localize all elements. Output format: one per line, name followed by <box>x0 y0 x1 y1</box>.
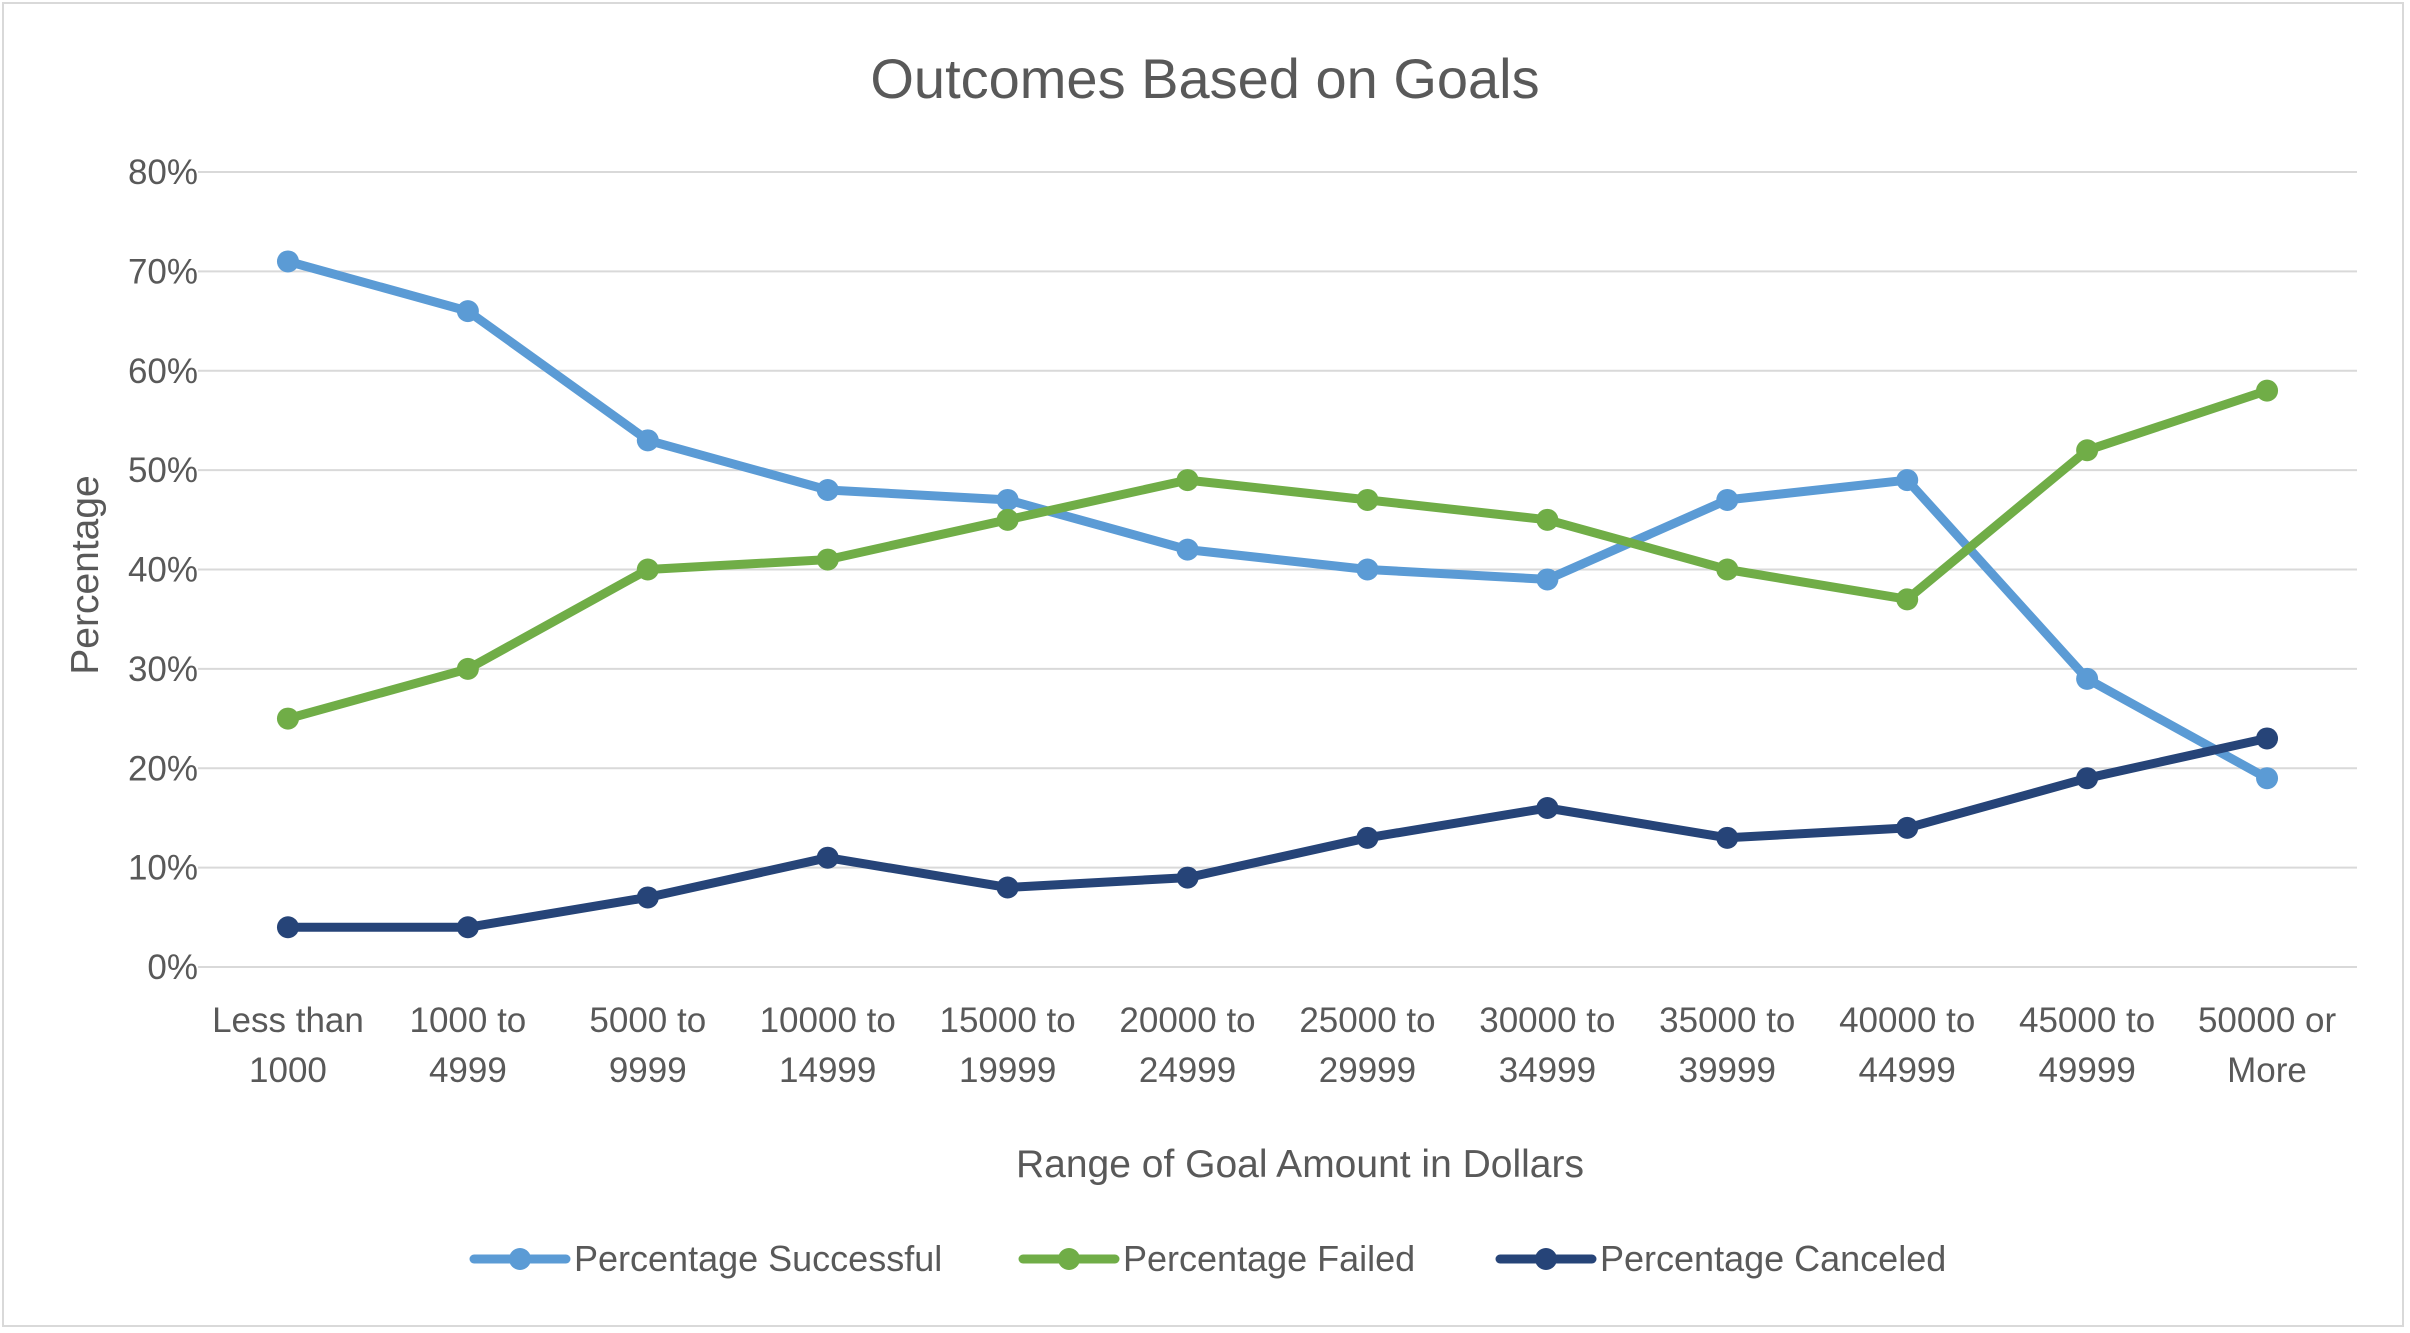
series-layer <box>276 250 2279 939</box>
data-point <box>2256 767 2279 790</box>
y-tick-label: 20% <box>128 749 198 788</box>
x-tick-label: 19999 <box>959 1051 1056 1090</box>
data-point <box>996 876 1019 899</box>
y-tick-label: 80% <box>128 153 198 192</box>
series-line <box>283 386 2272 724</box>
data-point <box>1356 558 1379 581</box>
data-point <box>2256 727 2279 750</box>
y-tick-label: 10% <box>128 849 198 888</box>
series-percentage-canceled <box>276 727 2279 939</box>
x-tick-label: 49999 <box>2038 1051 2135 1090</box>
series-percentage-successful <box>276 250 2279 790</box>
x-tick-label: 9999 <box>609 1051 687 1090</box>
legend: Percentage Successful Percentage Failed Pe… <box>469 1238 1946 1279</box>
data-point <box>1896 816 1919 839</box>
x-tick-label: 15000 to <box>940 1001 1076 1040</box>
x-tick-label: 4999 <box>429 1051 507 1090</box>
legend-label: Percentage Canceled <box>1600 1238 1946 1279</box>
legend-label: Percentage Successful <box>574 1238 942 1279</box>
data-point <box>1356 826 1379 849</box>
legend-marker <box>509 1248 531 1270</box>
series-percentage-failed <box>276 379 2279 730</box>
data-point <box>996 508 1019 531</box>
x-tick-label: 5000 to <box>589 1001 706 1040</box>
data-point <box>1356 488 1379 511</box>
series-line <box>283 256 2272 783</box>
x-tick-label: Less than <box>212 1001 364 1040</box>
y-tick-label: 60% <box>128 352 198 391</box>
x-axis-title: Range of Goal Amount in Dollars <box>1016 1143 1584 1186</box>
data-point <box>276 250 299 273</box>
legend-item: Percentage Failed <box>1018 1238 1415 1279</box>
data-point <box>2076 667 2099 690</box>
data-point <box>1716 488 1739 511</box>
x-tick-label: 14999 <box>779 1051 876 1090</box>
y-tick-label: 30% <box>128 650 198 689</box>
y-axis-title: Percentage <box>64 475 107 674</box>
x-tick-label: 25000 to <box>1299 1001 1435 1040</box>
x-tick-label: 30000 to <box>1479 1001 1615 1040</box>
gridlines <box>198 171 2357 968</box>
data-point <box>816 479 839 501</box>
x-tick-label: 29999 <box>1319 1051 1416 1090</box>
data-point <box>996 488 1019 511</box>
x-tick-label: 10000 to <box>760 1001 896 1040</box>
x-tick-label: 24999 <box>1139 1051 1236 1090</box>
data-point <box>1176 538 1199 561</box>
x-tick-label: More <box>2227 1051 2307 1090</box>
legend-item: Percentage Successful <box>469 1238 942 1279</box>
y-tick-label: 40% <box>128 551 198 590</box>
data-point <box>276 916 299 939</box>
data-point <box>1536 568 1559 591</box>
x-tick-label: 35000 to <box>1659 1001 1795 1040</box>
data-point <box>1176 469 1199 492</box>
data-point <box>1536 797 1559 819</box>
chart-title: Outcomes Based on Goals <box>870 47 1539 110</box>
y-tick-label: 0% <box>147 948 198 987</box>
x-axis-tick-labels: Less than 1000 1000 to 4999 5000 to 9999 10000… <box>212 1001 2336 1090</box>
series-line <box>283 733 2272 932</box>
data-point <box>1896 469 1919 492</box>
x-tick-label: 20000 to <box>1119 1001 1255 1040</box>
x-tick-label: 50000 or <box>2198 1001 2337 1040</box>
legend-item: Percentage Canceled <box>1495 1238 1946 1279</box>
data-point <box>816 846 839 869</box>
data-point <box>636 558 659 581</box>
legend-marker <box>1058 1248 1080 1270</box>
data-point <box>1716 558 1739 581</box>
x-tick-label: 34999 <box>1499 1051 1596 1090</box>
data-point <box>816 548 839 571</box>
x-tick-label: 39999 <box>1679 1051 1776 1090</box>
data-point <box>1536 508 1559 531</box>
legend-marker <box>1535 1248 1557 1270</box>
legend-label: Percentage Failed <box>1123 1238 1415 1279</box>
data-point <box>1716 826 1739 849</box>
data-point <box>636 886 659 909</box>
data-point <box>636 429 659 452</box>
y-axis-tick-labels: 0% 10% 20% 30% 40% 50% 60% 70% 80% <box>128 153 198 987</box>
data-point <box>2076 767 2099 790</box>
data-point <box>2256 379 2279 402</box>
data-point <box>276 707 299 730</box>
x-tick-label: 45000 to <box>2019 1001 2155 1040</box>
data-point <box>456 657 479 680</box>
x-tick-label: 44999 <box>1859 1051 1956 1090</box>
y-tick-label: 50% <box>128 451 198 490</box>
data-point <box>1176 866 1199 889</box>
data-point <box>2076 439 2099 462</box>
data-point <box>456 300 479 323</box>
x-tick-label: 1000 to <box>409 1001 526 1040</box>
data-point <box>456 916 479 939</box>
data-point <box>1896 588 1919 611</box>
x-tick-label: 40000 to <box>1839 1001 1975 1040</box>
x-tick-label: 1000 <box>249 1051 327 1090</box>
y-tick-label: 70% <box>128 252 198 291</box>
